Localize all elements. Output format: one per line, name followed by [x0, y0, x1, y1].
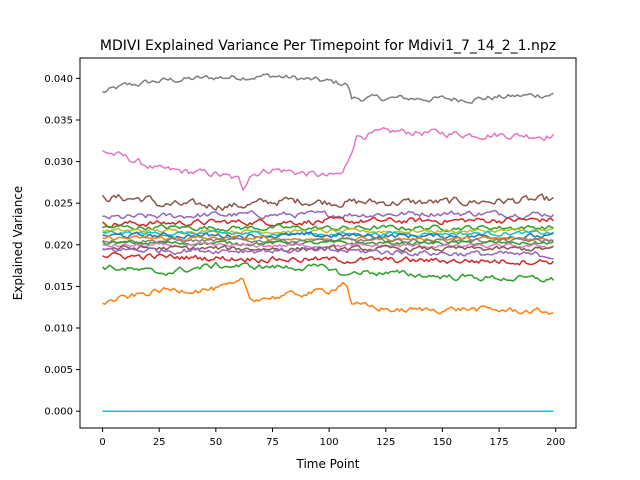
- y-tick-label: 0.010: [44, 323, 73, 334]
- y-tick-label: 0.015: [44, 282, 73, 293]
- series-line-5: [102, 216, 554, 229]
- series-line-18: [102, 277, 554, 316]
- series-line-6: [102, 223, 554, 233]
- x-tick-label: 125: [376, 437, 395, 448]
- y-tick-label: 0.020: [44, 240, 73, 251]
- x-axis-label: Time Point: [296, 457, 360, 471]
- y-tick-label: 0.030: [44, 157, 73, 168]
- y-tick-label: 0.035: [44, 115, 73, 126]
- x-tick-label: 50: [209, 437, 222, 448]
- x-tick-label: 200: [546, 437, 565, 448]
- x-tick-label: 150: [433, 437, 452, 448]
- x-tick-label: 75: [266, 437, 279, 448]
- y-axis-label: Explained Variance: [11, 186, 25, 301]
- plot-frame: [79, 57, 577, 429]
- y-axis-ticks: 0.000 0.005 0.010 0.015 0.020 0.025 0.030 0.035…: [44, 74, 80, 418]
- x-tick-label: 0: [99, 437, 105, 448]
- chart-title: MDIVI Explained Variance Per Timepoint f…: [100, 38, 556, 54]
- y-tick-label: 0.005: [44, 365, 73, 376]
- x-axis-ticks: 0 25 50 75 100 125 150 175 200: [99, 428, 565, 448]
- y-tick-label: 0.025: [44, 199, 73, 210]
- series-line-9: [102, 231, 554, 241]
- x-tick-label: 175: [490, 437, 509, 448]
- y-tick-label: 0.000: [44, 407, 73, 418]
- x-tick-label: 100: [320, 437, 339, 448]
- series-line-2: [102, 126, 555, 191]
- series-line-16: [102, 251, 555, 266]
- series-line-3: [101, 193, 554, 212]
- series-line-4: [102, 209, 555, 220]
- series-layer: [101, 73, 555, 412]
- series-line-15: [102, 245, 554, 260]
- series-line-1: [102, 73, 554, 104]
- series-line-17: [102, 261, 555, 283]
- series-line-7: [102, 227, 554, 235]
- y-tick-label: 0.040: [44, 74, 73, 85]
- x-tick-label: 25: [153, 437, 166, 448]
- series-line-10: [102, 235, 554, 243]
